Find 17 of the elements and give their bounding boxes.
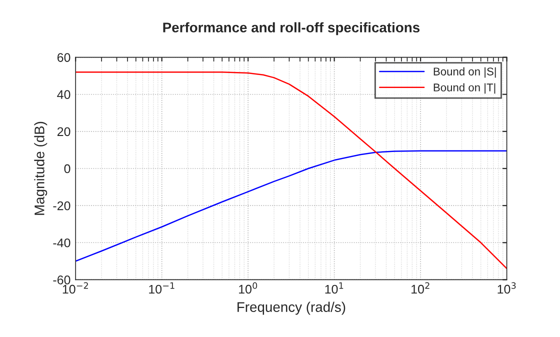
y-tick-label: 40 — [57, 90, 70, 100]
y-tick-label: -20 — [53, 201, 70, 210]
legend-label: Bound on |T| — [434, 83, 496, 94]
y-tick-label: -60 — [53, 276, 70, 284]
x-tick-label: 10$^{−1}$ — [149, 282, 174, 294]
x-tick-label: 10$^{2}$ — [412, 282, 430, 294]
x-tick-label: 10$^{3}$ — [498, 282, 516, 294]
y-tick-label: 20 — [57, 127, 70, 136]
chart-title: Performance and roll-off specifications — [163, 22, 420, 36]
x-tick-label: 10$^{1}$ — [325, 282, 344, 294]
y-axis-title: Magnitude (dB) — [34, 122, 48, 215]
y-tick-label: -40 — [53, 238, 70, 248]
legend-label: Bound on |S| — [434, 67, 496, 78]
x-axis-title: Frequency (rad/s) — [238, 302, 346, 315]
y-tick-label: 60 — [57, 53, 70, 62]
y-tick-label: 0 — [64, 164, 70, 174]
x-tick-label: 10$^{0}$ — [239, 282, 258, 294]
